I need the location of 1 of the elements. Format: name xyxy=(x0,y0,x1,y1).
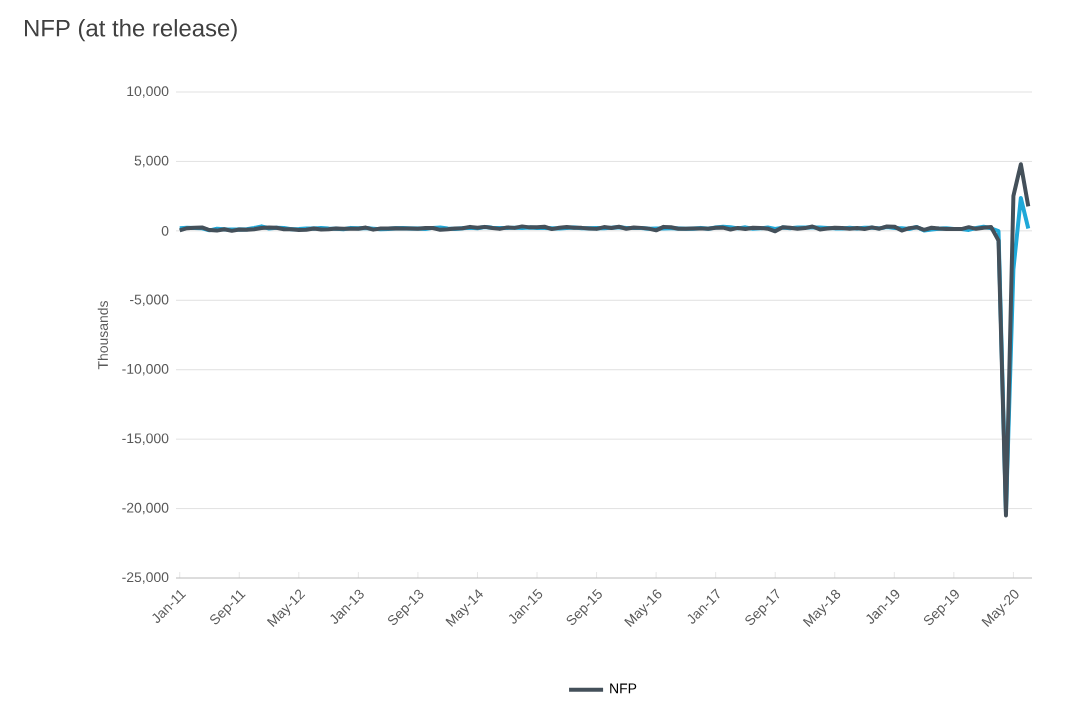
chart-title: NFP (at the release) xyxy=(25,19,237,42)
